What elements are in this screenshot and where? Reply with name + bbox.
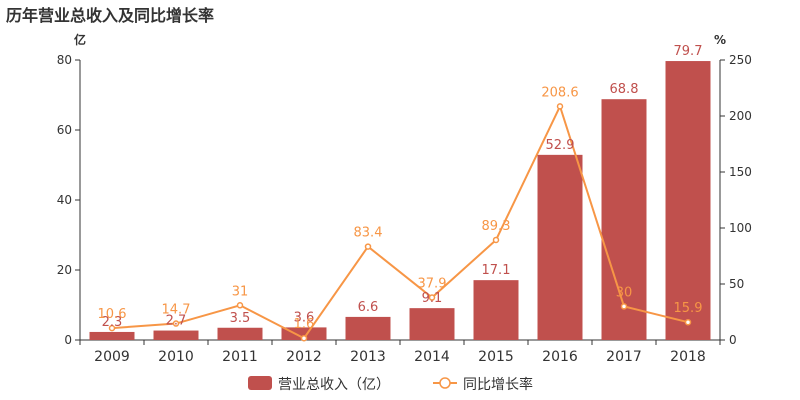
revenue-bar bbox=[281, 327, 327, 340]
revenue-bar-label: 17.1 bbox=[482, 263, 511, 278]
legend-line-label: 同比增长率 bbox=[463, 376, 533, 393]
y-axis-right-unit: % bbox=[714, 33, 726, 47]
revenue-bar-label: 52.9 bbox=[546, 138, 575, 153]
revenue-bar-label: 2.7 bbox=[166, 314, 187, 329]
revenue-bar-label: 2.3 bbox=[102, 315, 123, 330]
bars-group bbox=[89, 61, 711, 341]
growth-line-group bbox=[108, 103, 692, 342]
growth-point-label: 30 bbox=[616, 285, 633, 300]
revenue-bar-label: 68.8 bbox=[610, 82, 639, 97]
revenue-bar bbox=[537, 154, 583, 340]
growth-point bbox=[236, 302, 244, 309]
revenue-bar-label: 79.7 bbox=[674, 44, 703, 59]
x-tick-label: 2010 bbox=[158, 349, 194, 365]
x-tick-label: 2017 bbox=[606, 349, 642, 365]
y-right-tick-label: 100 bbox=[729, 221, 752, 235]
revenue-bar bbox=[345, 316, 391, 340]
x-tick-label: 2012 bbox=[286, 349, 322, 365]
growth-point bbox=[428, 294, 436, 301]
y-left-tick-label: 0 bbox=[64, 333, 72, 347]
growth-point-label: 10.6 bbox=[98, 307, 127, 322]
growth-point-label: 14.7 bbox=[162, 303, 191, 318]
growth-point bbox=[108, 324, 116, 332]
growth-point bbox=[684, 318, 692, 326]
y-right-tick-label: 50 bbox=[729, 277, 744, 291]
x-tick-label: 2016 bbox=[542, 349, 578, 365]
growth-point bbox=[300, 334, 308, 342]
revenue-bar bbox=[409, 308, 455, 340]
revenue-bar-label: 3.5 bbox=[230, 311, 251, 326]
x-tick-label: 2009 bbox=[94, 349, 130, 365]
growth-point-label: 83.4 bbox=[354, 226, 383, 241]
growth-point bbox=[364, 243, 372, 250]
y-left-tick-label: 80 bbox=[57, 53, 72, 67]
y-right-tick-label: 150 bbox=[729, 165, 752, 179]
y-right-tick-label: 250 bbox=[729, 53, 752, 67]
growth-line bbox=[111, 103, 689, 340]
legend-bar-swatch bbox=[248, 376, 272, 390]
growth-point bbox=[492, 236, 500, 244]
legend[interactable]: 营业总收入（亿） 同比增长率 bbox=[248, 376, 533, 393]
revenue-bar-label: 6.6 bbox=[358, 300, 379, 315]
growth-point-label: 1.6 bbox=[294, 317, 315, 332]
revenue-bar bbox=[665, 61, 711, 341]
y-right-tick-label: 0 bbox=[729, 333, 737, 347]
legend-bar-label: 营业总收入（亿） bbox=[278, 377, 390, 393]
x-tick-label: 2011 bbox=[222, 349, 258, 365]
x-tick-label: 2015 bbox=[478, 349, 514, 365]
revenue-bar-label: 3.6 bbox=[294, 310, 315, 325]
revenue-bar bbox=[217, 327, 263, 340]
x-tick-label: 2013 bbox=[350, 349, 386, 365]
growth-point bbox=[556, 103, 564, 110]
growth-point bbox=[172, 320, 180, 327]
x-tick-label: 2014 bbox=[414, 349, 450, 365]
y-left-tick-label: 60 bbox=[57, 123, 72, 137]
growth-point-label: 208.6 bbox=[541, 85, 578, 100]
growth-point-label: 15.9 bbox=[674, 301, 703, 316]
y-right-tick-label: 200 bbox=[729, 109, 752, 123]
revenue-bar bbox=[153, 330, 199, 340]
revenue-bar bbox=[473, 280, 519, 340]
growth-point bbox=[620, 303, 628, 310]
y-axis-left-unit: 亿 bbox=[74, 32, 86, 47]
growth-point-label: 31 bbox=[232, 284, 249, 299]
x-tick-label: 2018 bbox=[670, 349, 706, 365]
growth-point-label: 89.3 bbox=[482, 219, 511, 234]
revenue-bar bbox=[89, 331, 135, 340]
chart-title: 历年营业总收入及同比增长率 bbox=[6, 6, 215, 25]
growth-point-label: 37.9 bbox=[418, 277, 447, 292]
y-left-tick-label: 40 bbox=[57, 193, 72, 207]
legend-line-marker bbox=[439, 377, 451, 389]
revenue-bar bbox=[601, 99, 647, 340]
y-left-tick-label: 20 bbox=[57, 263, 72, 277]
revenue-bar-label: 9.1 bbox=[422, 291, 443, 306]
data-labels-group: 2.3 2.7 3.5 3.6 6.6 9.1 17.1 52.9 68.8 79.7 10.6 14… bbox=[98, 44, 703, 332]
